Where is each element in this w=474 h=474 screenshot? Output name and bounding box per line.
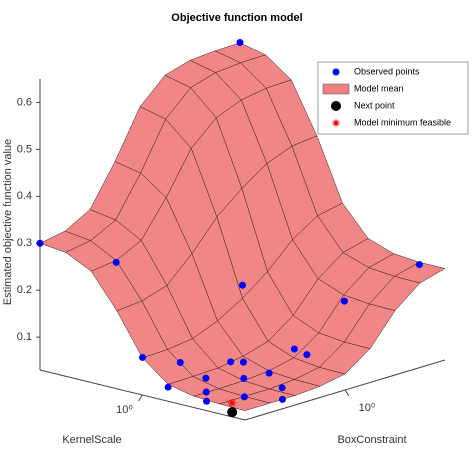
legend-label: Observed points: [354, 66, 420, 76]
z-tick-label: 0.5: [17, 143, 32, 155]
observed-point: [239, 358, 247, 366]
legend-label: Model minimum feasible: [354, 117, 451, 127]
z-tick-label: 0.1: [17, 331, 32, 343]
min-feasible-point: [227, 398, 236, 407]
y-axis-label: BoxConstraint: [337, 434, 406, 446]
y-tick-label: 10⁰: [359, 402, 376, 414]
observed-point: [202, 388, 210, 396]
next-point: [227, 407, 238, 418]
observed-point: [278, 384, 286, 392]
surface: [39, 42, 446, 411]
legend-marker: [331, 101, 341, 111]
observed-point: [303, 351, 311, 359]
legend-marker: [332, 119, 340, 127]
observed-point: [239, 281, 246, 289]
axes: 0.1 0.2 0.3 0.4 0.5 0.6 10⁰ 10⁰: [17, 79, 446, 421]
x-tick: [138, 394, 143, 402]
observed-point: [278, 395, 286, 403]
observed-point: [139, 353, 146, 361]
observed-point: [236, 38, 244, 46]
x-tick-label: 10⁰: [116, 404, 133, 416]
z-tick-label: 0.2: [17, 284, 32, 296]
z-tick-label: 0.3: [17, 237, 32, 249]
z-axis-label: Estimated objective function value: [2, 139, 14, 305]
observed-point: [203, 397, 211, 405]
observed-point: [265, 369, 273, 377]
observed-point: [340, 297, 348, 305]
legend-box: [317, 61, 469, 135]
observed-point: [164, 383, 172, 391]
points: [36, 38, 423, 418]
observed-point: [176, 358, 184, 366]
observed-point: [202, 374, 210, 382]
observed-point: [240, 393, 248, 401]
legend-marker: [322, 83, 350, 95]
observed-point: [227, 358, 235, 366]
observed-point: [112, 258, 120, 266]
legend: Observed points Model mean Next point Model…: [317, 61, 469, 135]
chart-title: Objective function model: [171, 12, 302, 24]
observed-point: [415, 261, 423, 269]
y-tick: [344, 389, 350, 397]
observed-point: [290, 345, 298, 353]
observed-point: [240, 374, 248, 382]
x-axis-label: KernelScale: [62, 434, 121, 446]
legend-label: Next point: [354, 100, 395, 110]
legend-label: Model mean: [354, 83, 404, 93]
z-tick-label: 0.6: [17, 96, 32, 108]
observed-point: [36, 239, 44, 247]
legend-marker: [332, 68, 340, 76]
axis-line: [39, 359, 446, 421]
z-tick-label: 0.4: [17, 190, 32, 202]
